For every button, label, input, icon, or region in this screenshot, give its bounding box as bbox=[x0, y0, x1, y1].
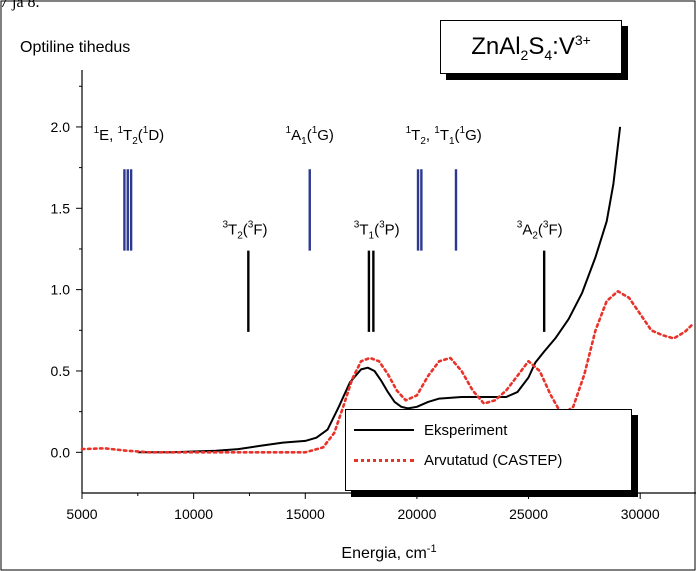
caption-fragment: 7 ja 8. bbox=[0, 0, 40, 11]
x-tick-label-1: 10000 bbox=[174, 506, 213, 522]
formula-text: ZnAl2S4:V3+ bbox=[471, 31, 591, 63]
x-tick-label-5: 30000 bbox=[621, 506, 660, 522]
legend-label-calculated: Arvutatud (CASTEP) bbox=[424, 451, 563, 469]
legend-sample-dotted bbox=[354, 458, 414, 462]
label-1E-1T2-1D: 1E, 1T2(1D) bbox=[94, 125, 165, 147]
series-line-experiment bbox=[137, 126, 622, 454]
legend-item-experiment: Eksperiment bbox=[354, 420, 507, 440]
label-3T2-3F: 3T2(3F) bbox=[222, 219, 267, 241]
x-tick-label-3: 20000 bbox=[397, 506, 436, 522]
y-tick-label-0: 0.0 bbox=[51, 444, 71, 460]
y-tick-label-3: 1.5 bbox=[51, 200, 71, 216]
label-3A2-3F: 3A2(3F) bbox=[517, 219, 563, 241]
legend-sample-solid bbox=[354, 429, 414, 431]
compound-formula-box: ZnAl2S4:V3+ bbox=[440, 20, 622, 74]
label-1A1-1G: 1A1(1G) bbox=[286, 125, 334, 147]
x-tick-label-0: 5000 bbox=[66, 506, 97, 522]
y-tick-label-1: 0.5 bbox=[51, 363, 71, 379]
x-tick-label-2: 15000 bbox=[286, 506, 325, 522]
x-axis-title: Energia, cm-1 bbox=[341, 543, 436, 562]
y-tick-label-4: 2.0 bbox=[51, 119, 71, 135]
y-axis-title: Optiline tihedus bbox=[20, 39, 130, 56]
legend-item-calculated: Arvutatud (CASTEP) bbox=[354, 450, 562, 470]
y-tick-label-2: 1.0 bbox=[51, 282, 71, 298]
label-1T2-1T1-1G: 1T2, 1T1(1G) bbox=[406, 125, 482, 147]
x-tick-label-4: 25000 bbox=[509, 506, 548, 522]
label-3T1-3P: 3T1(3P) bbox=[354, 219, 400, 241]
legend-label-experiment: Eksperiment bbox=[424, 421, 508, 439]
series-line-calculated bbox=[80, 289, 693, 454]
chart-legend: Eksperiment Arvutatud (CASTEP) bbox=[345, 409, 632, 491]
